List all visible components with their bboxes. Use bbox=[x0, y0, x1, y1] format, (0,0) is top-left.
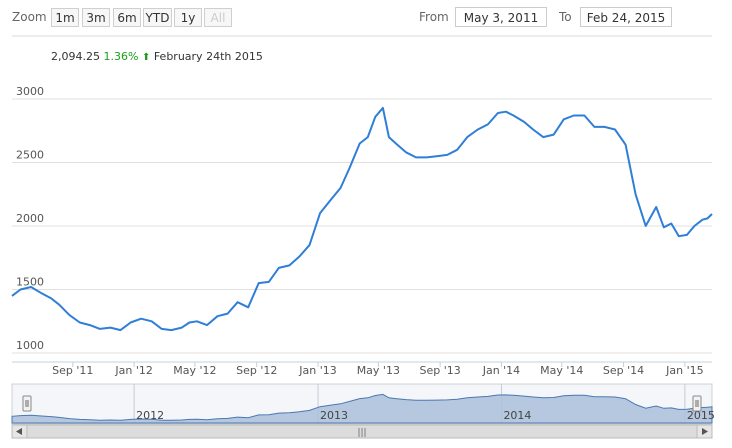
range-button-ytd[interactable]: YTD bbox=[143, 8, 172, 27]
range-button-3m[interactable]: 3m bbox=[82, 8, 110, 27]
navigator-year-label: 2014 bbox=[503, 409, 531, 422]
zoom-label: Zoom bbox=[12, 10, 47, 24]
scroll-left-arrow-icon bbox=[16, 428, 22, 435]
from-label: From bbox=[419, 10, 449, 24]
y-tick-label: 2500 bbox=[16, 149, 44, 162]
x-tick-label: May '12 bbox=[173, 364, 216, 377]
readout-value: 2,094.25 bbox=[51, 50, 100, 63]
navigator-year-label: 2013 bbox=[320, 409, 348, 422]
navigator-left-handle[interactable] bbox=[22, 395, 32, 412]
x-tick-label: Sep '14 bbox=[603, 364, 644, 377]
to-label: To bbox=[559, 10, 572, 24]
x-axis-labels: Sep '11 Jan '12 May '12 Sep '12 Jan '13 May '… bbox=[52, 362, 704, 377]
to-date-input[interactable]: Feb 24, 2015 bbox=[580, 7, 672, 27]
scrollbar[interactable]: ||| bbox=[11, 424, 713, 439]
x-tick-label: Jan '13 bbox=[298, 364, 336, 377]
x-tick-label: Jan '15 bbox=[665, 364, 703, 377]
y-tick-label: 1500 bbox=[16, 276, 44, 289]
x-tick-label: Sep '12 bbox=[236, 364, 277, 377]
x-tick-label: Jan '14 bbox=[482, 364, 520, 377]
up-arrow-icon: ⬆ bbox=[141, 52, 151, 63]
range-button-6m[interactable]: 6m bbox=[113, 8, 141, 27]
from-date-input[interactable]: May 3, 2011 bbox=[455, 7, 547, 27]
x-tick-label: Sep '13 bbox=[420, 364, 461, 377]
price-series-line bbox=[11, 106, 713, 332]
navigator-year-labels: 2012 2013 2014 2015 bbox=[136, 409, 715, 422]
x-tick-label: Sep '11 bbox=[52, 364, 93, 377]
scroll-right-arrow-icon bbox=[702, 428, 708, 435]
navigator[interactable]: 2012 2013 2014 2015 bbox=[11, 383, 715, 425]
x-tick-label: Jan '12 bbox=[114, 364, 152, 377]
x-tick-label: May '14 bbox=[540, 364, 583, 377]
readout-change: 1.36% bbox=[103, 50, 139, 63]
y-tick-label: 2000 bbox=[16, 212, 44, 225]
y-tick-label: 1000 bbox=[16, 339, 44, 352]
x-tick-label: May '13 bbox=[357, 364, 400, 377]
range-button-all[interactable]: All bbox=[204, 8, 232, 27]
y-tick-label: 3000 bbox=[16, 85, 44, 98]
range-selector-toolbar: Zoom 1m 3m 6m YTD 1y All From May 3, 201… bbox=[0, 0, 732, 36]
value-readout: 2,094.25 1.36% ⬆ February 24th 2015 bbox=[51, 50, 263, 63]
navigator-year-label: 2012 bbox=[136, 409, 164, 422]
readout-date: February 24th 2015 bbox=[153, 50, 263, 63]
y-gridlines bbox=[12, 98, 712, 354]
scrollbar-grip-icon: ||| bbox=[357, 428, 366, 438]
navigator-series-area bbox=[11, 393, 713, 424]
y-axis-labels: 1000 1500 2000 2500 3000 bbox=[16, 85, 44, 352]
range-button-1m[interactable]: 1m bbox=[51, 8, 79, 27]
range-button-1y[interactable]: 1y bbox=[174, 8, 202, 27]
navigator-year-label: 2015 bbox=[687, 409, 715, 422]
navigator-right-handle[interactable] bbox=[692, 395, 702, 412]
